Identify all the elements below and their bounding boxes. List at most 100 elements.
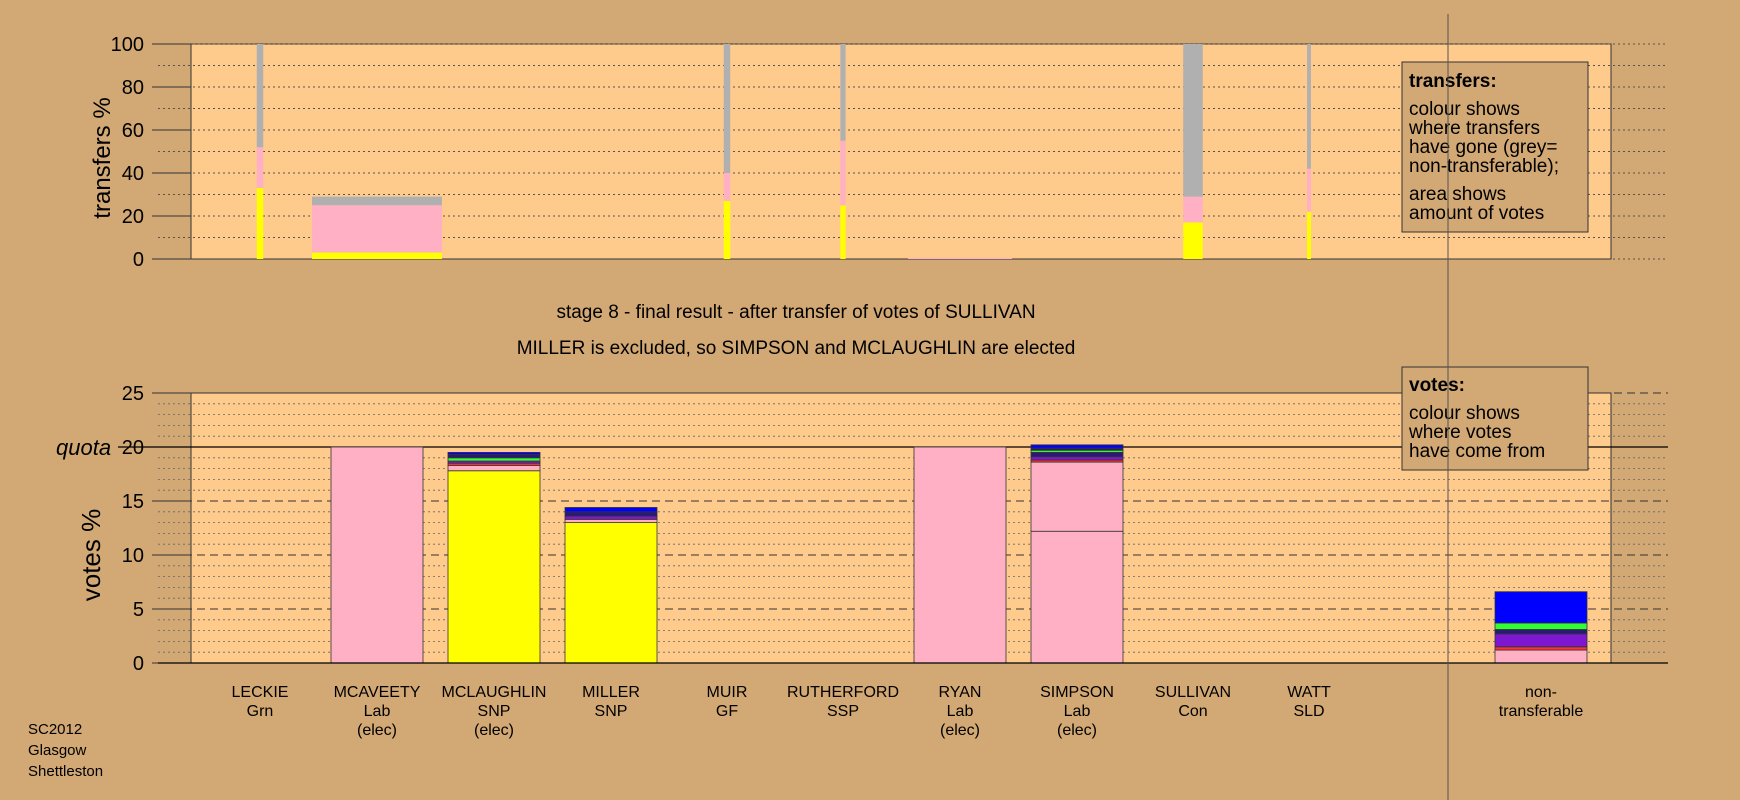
transfers-tick-label: 40 (122, 163, 144, 185)
stage-subtitle: MILLER is excluded, so SIMPSON and MCLAU… (517, 338, 1076, 359)
candidate-label: SNP (595, 703, 628, 720)
votes-y-axis-label: votes % (76, 509, 106, 602)
vote-bar-segment (1030, 461, 1124, 532)
candidate-label: SSP (827, 703, 859, 720)
vote-bar-segment (564, 515, 658, 520)
candidate-label: LECKIE (232, 684, 289, 701)
transfer-bar-segment (312, 205, 442, 253)
transfers-legend-line: where transfers (1408, 118, 1540, 139)
vote-bar-segment (447, 454, 541, 459)
transfers-legend-line: colour shows (1409, 99, 1520, 120)
vote-bar-segment (447, 464, 541, 472)
vote-bar-segment (1030, 456, 1124, 461)
votes-tick-label: 25 (122, 383, 144, 405)
candidate-label: Lab (364, 703, 391, 720)
stage-title: stage 8 - final result - after transfer … (556, 302, 1035, 323)
votes-tick-label: 20 (122, 437, 144, 459)
transfer-bar-segment (840, 44, 846, 141)
candidate-label: MUIR (707, 684, 748, 701)
candidate-label: RYAN (939, 684, 982, 701)
footer-line: SC2012 (28, 721, 82, 738)
vote-bar-segment (447, 457, 541, 462)
transfer-bar-segment (312, 196, 442, 206)
transfer-bar-segment (723, 173, 731, 201)
votes-tick-label: 10 (122, 545, 144, 567)
transfer-bar-segment (840, 140, 846, 206)
vote-bar-segment (447, 470, 541, 664)
vote-bar-segment (564, 507, 658, 513)
candidate-label: (elec) (1057, 722, 1097, 739)
transfer-bar-segment (1183, 222, 1203, 259)
transfer-bar-segment (312, 252, 442, 259)
transfer-bar-segment (256, 44, 264, 148)
vote-bar-segment (1494, 622, 1588, 630)
transfers-tick-label: 100 (111, 34, 144, 56)
transfer-bar-segment (723, 200, 731, 259)
candidate-label: Grn (247, 703, 274, 720)
transfers-tick-label: 80 (122, 77, 144, 99)
transfers-legend-line: amount of votes (1409, 203, 1544, 224)
candidate-label: Lab (1064, 703, 1091, 720)
transfers-tick-label: 20 (122, 206, 144, 228)
transfers-legend-line: have gone (grey= (1409, 137, 1557, 158)
candidate-label: SULLIVAN (1155, 684, 1231, 701)
vote-bar-segment (1494, 629, 1588, 635)
candidate-label: WATT (1287, 684, 1331, 701)
quota-label: quota (56, 435, 111, 460)
transfers-plot: 0 20 40 60 80 100 (111, 34, 1668, 271)
transfers-legend-line: area shows (1409, 184, 1506, 205)
candidate-label: SLD (1293, 703, 1324, 720)
nontransferable-label: transferable (1499, 703, 1584, 720)
votes-legend-line: have come from (1409, 441, 1545, 462)
vote-bar-segment (1494, 649, 1588, 664)
vote-bar-segment (1494, 646, 1588, 651)
footer-line: Glasgow (28, 742, 87, 759)
transfers-legend-box (1401, 61, 1589, 233)
candidate-label: Con (1178, 703, 1207, 720)
votes-plot: 0 5 10 15 20 25 quota LECKIE Grn MCAVEETY Lab (elec… (56, 383, 1668, 739)
candidate-label: MCAVEETY (334, 684, 421, 701)
votes-legend: votes: colour shows where votes have com… (1401, 366, 1589, 471)
nontransferable-label: non- (1525, 684, 1557, 701)
transfer-bar-segment (908, 257, 1012, 259)
vote-bar-segment (564, 518, 658, 523)
vote-bar-segment (564, 522, 658, 664)
transfer-bar-segment (256, 188, 264, 259)
transfer-bar-segment (1307, 44, 1311, 169)
candidate-label: SIMPSON (1040, 684, 1114, 701)
vote-bar-segment (564, 511, 658, 517)
votes-legend-line: colour shows (1409, 403, 1520, 424)
footer-line: Shettleston (28, 763, 103, 780)
candidate-label: SNP (478, 703, 511, 720)
votes-legend-box (1401, 366, 1589, 471)
transfer-bar-segment (256, 147, 264, 189)
votes-tick-label: 15 (122, 491, 144, 513)
candidate-label: (elec) (940, 722, 980, 739)
vote-bar-segment (1030, 530, 1124, 664)
votes-legend-line: where votes (1408, 422, 1511, 443)
candidate-label: MILLER (582, 684, 640, 701)
vote-bar-segment (447, 451, 541, 455)
transfers-tick-label: 60 (122, 120, 144, 142)
transfer-bar-segment (1307, 168, 1311, 212)
footer: SC2012 Glasgow Shettleston (28, 721, 103, 780)
transfer-bar-segment (840, 205, 846, 259)
vote-bar-segment (1494, 591, 1588, 624)
candidate-label: MCLAUGHLIN (442, 684, 547, 701)
candidate-label: (elec) (357, 722, 397, 739)
vote-bar-segment (913, 446, 1007, 664)
transfer-bar-segment (1307, 211, 1311, 259)
transfers-legend: transfers: colour shows where transfers … (1401, 61, 1589, 233)
candidate-label: GF (716, 703, 738, 720)
transfers-y-axis-label: transfers % (89, 97, 116, 218)
votes-plot-area (190, 392, 1612, 664)
vote-bar-segment (1030, 444, 1124, 449)
candidate-label: Lab (947, 703, 974, 720)
votes-tick-label: 5 (133, 599, 144, 621)
vote-bar-segment (330, 446, 424, 664)
candidate-label: RUTHERFORD (787, 684, 899, 701)
votes-tick-label: 0 (133, 653, 144, 675)
transfers-legend-title: transfers: (1409, 71, 1497, 92)
transfers-tick-label: 0 (133, 249, 144, 271)
